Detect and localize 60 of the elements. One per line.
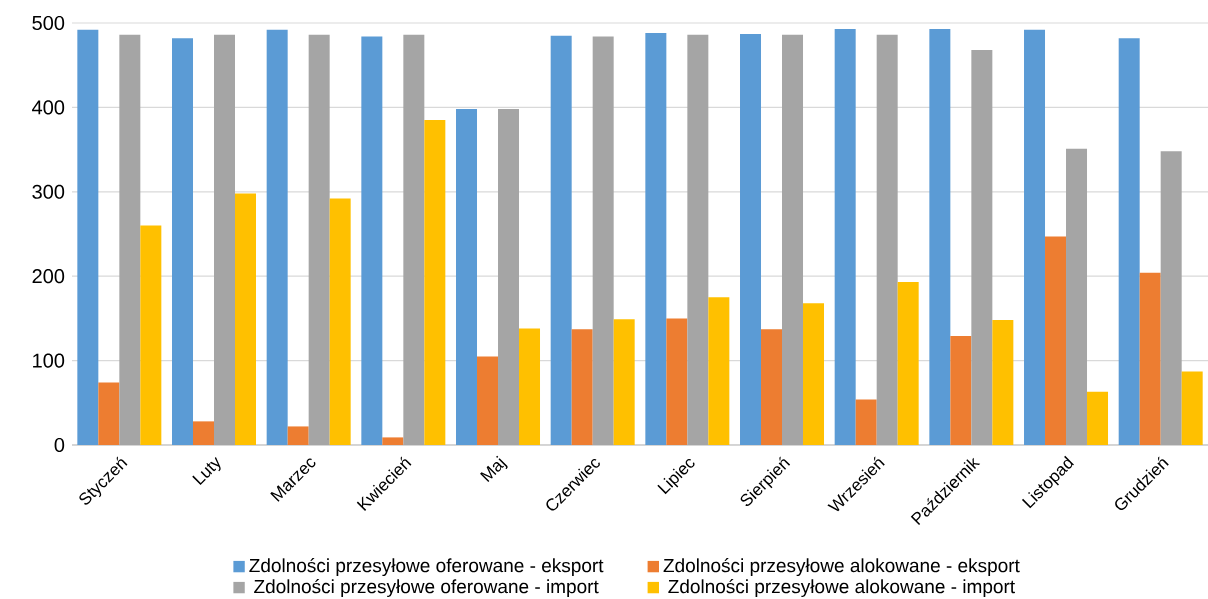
bar	[592, 36, 614, 445]
bar	[1118, 38, 1140, 445]
legend-label: Zdolności przesyłowe oferowane - import	[254, 579, 599, 598]
bar	[876, 34, 898, 445]
bar	[613, 319, 635, 445]
bar	[1045, 236, 1067, 445]
bar	[119, 34, 141, 445]
bar	[740, 33, 762, 445]
bar	[1087, 391, 1109, 445]
bar	[308, 34, 330, 445]
bar	[266, 29, 288, 445]
bar	[1139, 272, 1161, 445]
y-tick-label: 0	[54, 437, 65, 453]
bar	[382, 437, 404, 445]
bar	[1160, 151, 1182, 445]
bar	[1024, 29, 1046, 445]
bar	[971, 50, 993, 445]
bar	[803, 303, 825, 445]
y-tick-label: 400	[32, 100, 65, 115]
bar	[855, 399, 877, 445]
legend-label: Zdolności przesyłowe oferowane - eksport	[249, 558, 604, 577]
bar	[403, 34, 425, 445]
bar	[761, 329, 783, 445]
bar	[477, 356, 499, 445]
bar	[645, 33, 667, 445]
y-tick-label: 200	[32, 269, 65, 284]
bar	[361, 36, 383, 445]
bar	[172, 38, 193, 445]
legend-label: Zdolności przesyłowe alokowane - import	[668, 579, 1015, 598]
bar	[950, 336, 972, 445]
bar	[666, 318, 688, 445]
x-tick-label: Luty	[192, 456, 221, 486]
bar	[708, 297, 730, 445]
bar	[456, 109, 478, 445]
bar	[1181, 371, 1203, 445]
bar	[1066, 148, 1088, 445]
bar	[424, 120, 446, 445]
y-tick-label: 100	[33, 353, 65, 368]
legend-label: Zdolności przesyłowe alokowane - eksport	[663, 558, 1020, 577]
bar	[834, 28, 856, 445]
bar	[287, 426, 309, 445]
bar	[214, 34, 236, 445]
bar	[571, 329, 593, 445]
x-tick-label: Maj	[480, 455, 508, 483]
bar	[687, 34, 709, 445]
bar	[77, 29, 99, 445]
bar	[897, 282, 919, 445]
bar	[140, 225, 162, 445]
bar	[498, 109, 520, 445]
bar	[235, 193, 257, 445]
bar	[550, 35, 572, 445]
y-tick-label: 300	[32, 184, 65, 199]
bar	[193, 421, 214, 445]
bar	[782, 34, 804, 445]
bar	[992, 320, 1014, 445]
bar	[329, 198, 351, 445]
bar	[519, 328, 541, 445]
bar	[929, 28, 951, 445]
y-tick-label: 500	[32, 15, 65, 31]
bar	[98, 382, 120, 445]
